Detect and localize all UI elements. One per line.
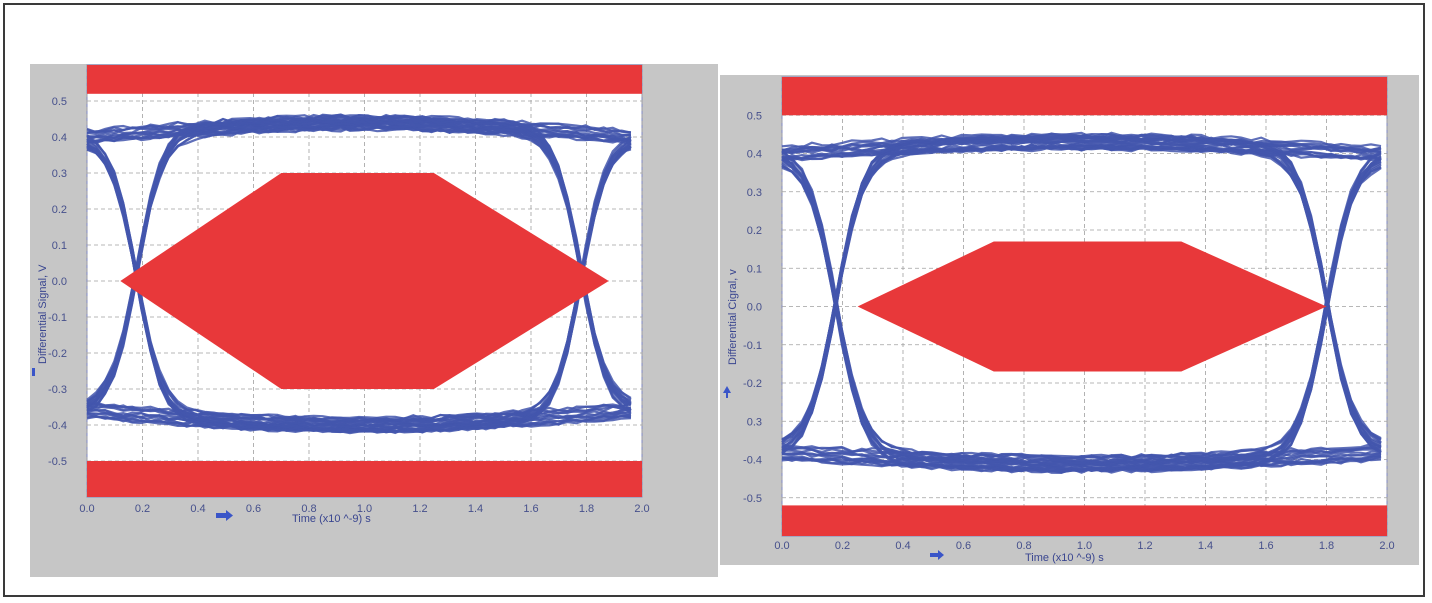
- eye-trace: [86, 124, 632, 413]
- y-tick-label: 0.2: [52, 204, 67, 216]
- x-tick-label: 1.2: [412, 503, 427, 515]
- eye-trace: [781, 152, 1382, 460]
- eye-trace: [86, 134, 632, 423]
- x-tick-label: 1.8: [1319, 540, 1334, 552]
- eye-traces: [781, 131, 1382, 475]
- x-tick-labels: 0.0 0.2 0.4 0.6 0.8 1.0 1.2 1.4 1.6 1.8 2.0: [79, 503, 649, 515]
- x-tick-labels: 0.0 0.2 0.4 0.6 0.8 1.0 1.2 1.4 1.6 1.8 2.0: [774, 540, 1394, 552]
- x-tick-label: 1.0: [1077, 540, 1092, 552]
- y-tick-label: -0.2: [743, 378, 762, 390]
- x-tick-label: 2.0: [1379, 540, 1394, 552]
- x-tick-label: 1.8: [579, 503, 594, 515]
- eye-trace: [781, 136, 1382, 153]
- mask-band-top: [87, 65, 642, 94]
- y-tick-label: -0.1: [48, 312, 67, 324]
- eye-trace: [781, 456, 1382, 474]
- y-tick-label: -0.4: [48, 420, 67, 432]
- y-tick-label: 0.4: [52, 132, 67, 144]
- eye-diagram-right-panel: 0.5 0.4 0.3 0.2 0.1 0.0 -0.1 -0.2 0.3 -0.4 -0.5 0.…: [720, 75, 1419, 565]
- y-tick-label: -0.4: [743, 455, 762, 467]
- y-arrow-icon: [32, 368, 35, 376]
- mask-polygon: [120, 173, 609, 389]
- y-tick-label: -0.1: [743, 340, 762, 352]
- y-tick-label: 0.5: [747, 110, 762, 122]
- x-tick-label: 1.4: [1198, 540, 1213, 552]
- mask-band-bottom: [782, 505, 1387, 536]
- y-tick-labels: 0.5 0.4 0.3 0.2 0.1 0.0 -0.1 -0.2 0.3 -0.4 -0.5: [743, 110, 762, 505]
- mask-band-bottom: [87, 461, 642, 497]
- eye-trace: [781, 447, 1382, 464]
- x-tick-label: 2.0: [634, 503, 649, 515]
- eye-trace: [86, 122, 632, 412]
- y-tick-label: -0.3: [48, 384, 67, 396]
- y-tick-label: 0.0: [747, 302, 762, 314]
- eye-trace: [86, 113, 632, 403]
- eye-trace: [781, 155, 1382, 465]
- x-tick-label: 0.4: [190, 503, 205, 515]
- x-tick-label: 0.8: [1016, 540, 1031, 552]
- mask-band-top: [782, 77, 1387, 116]
- x-tick-label: 0.8: [301, 503, 316, 515]
- x-tick-label: 0.2: [835, 540, 850, 552]
- x-tick-label: 0.2: [135, 503, 150, 515]
- mask-bands: [87, 65, 642, 497]
- y-tick-label: 0.3: [747, 416, 762, 428]
- x-arrow-icon: [216, 510, 233, 521]
- eye-trace: [86, 146, 632, 434]
- y-tick-label: -0.2: [48, 348, 67, 360]
- y-tick-label: 0.1: [52, 240, 67, 252]
- x-tick-label: 1.4: [468, 503, 483, 515]
- x-tick-label: 0.6: [246, 503, 261, 515]
- y-tick-label: 0.3: [747, 187, 762, 199]
- mask-polygon: [857, 241, 1327, 372]
- eye-diagram-right-chart: 0.5 0.4 0.3 0.2 0.1 0.0 -0.1 -0.2 0.3 -0.4 -0.5 0.…: [723, 76, 1395, 564]
- eye-diagram-left-panel: 0.5 0.4 0.3 0.2 0.1 0.0 -0.1 -0.2 -0.3 -0.4 -0.5 0…: [30, 64, 718, 577]
- y-tick-label: 0.5: [52, 96, 67, 108]
- y-tick-label: 0.3: [52, 168, 67, 180]
- y-tick-label: 0.2: [747, 225, 762, 237]
- x-tick-label: 1.2: [1137, 540, 1152, 552]
- y-tick-label: -0.5: [48, 456, 67, 468]
- x-tick-label: 0.0: [774, 540, 789, 552]
- y-arrow-icon: [723, 386, 731, 398]
- y-tick-label: 0.1: [747, 263, 762, 275]
- eye-trace: [781, 131, 1382, 149]
- x-arrow-icon-right: [930, 550, 944, 560]
- eye-trace: [781, 161, 1382, 471]
- eye-trace: [781, 145, 1382, 454]
- eye-traces: [86, 113, 632, 435]
- x-tick-label: 0.4: [895, 540, 910, 552]
- x-tick-label: 1.0: [357, 503, 372, 515]
- x-tick-label: 0.6: [956, 540, 971, 552]
- x-axis-label: Time (x10 ^-9) s: [292, 513, 371, 525]
- eye-trace: [781, 132, 1382, 441]
- y-axis-label: Differential Signal, V: [37, 264, 49, 364]
- y-axis-label: Differential Cigral, v: [727, 269, 739, 365]
- mask-bands: [782, 77, 1387, 536]
- figure-frame: 0.5 0.4 0.3 0.2 0.1 0.0 -0.1 -0.2 -0.3 -0.4 -0.5 0…: [3, 3, 1425, 597]
- x-tick-label: 1.6: [1258, 540, 1273, 552]
- y-tick-labels: 0.5 0.4 0.3 0.2 0.1 0.0 -0.1 -0.2 -0.3 -0.4 -0.5: [48, 96, 67, 468]
- x-tick-label: 1.6: [523, 503, 538, 515]
- eye-trace: [781, 138, 1382, 449]
- y-tick-label: 0.4: [747, 149, 762, 161]
- y-tick-label: -0.5: [743, 493, 762, 505]
- x-tick-label: 0.0: [79, 503, 94, 515]
- y-tick-label: 0.0: [52, 276, 67, 288]
- x-axis-label: Time (x10 ^-9) s: [1025, 552, 1104, 564]
- eye-diagram-left-chart: 0.5 0.4 0.3 0.2 0.1 0.0 -0.1 -0.2 -0.3 -0.4 -0.5 0…: [32, 64, 650, 525]
